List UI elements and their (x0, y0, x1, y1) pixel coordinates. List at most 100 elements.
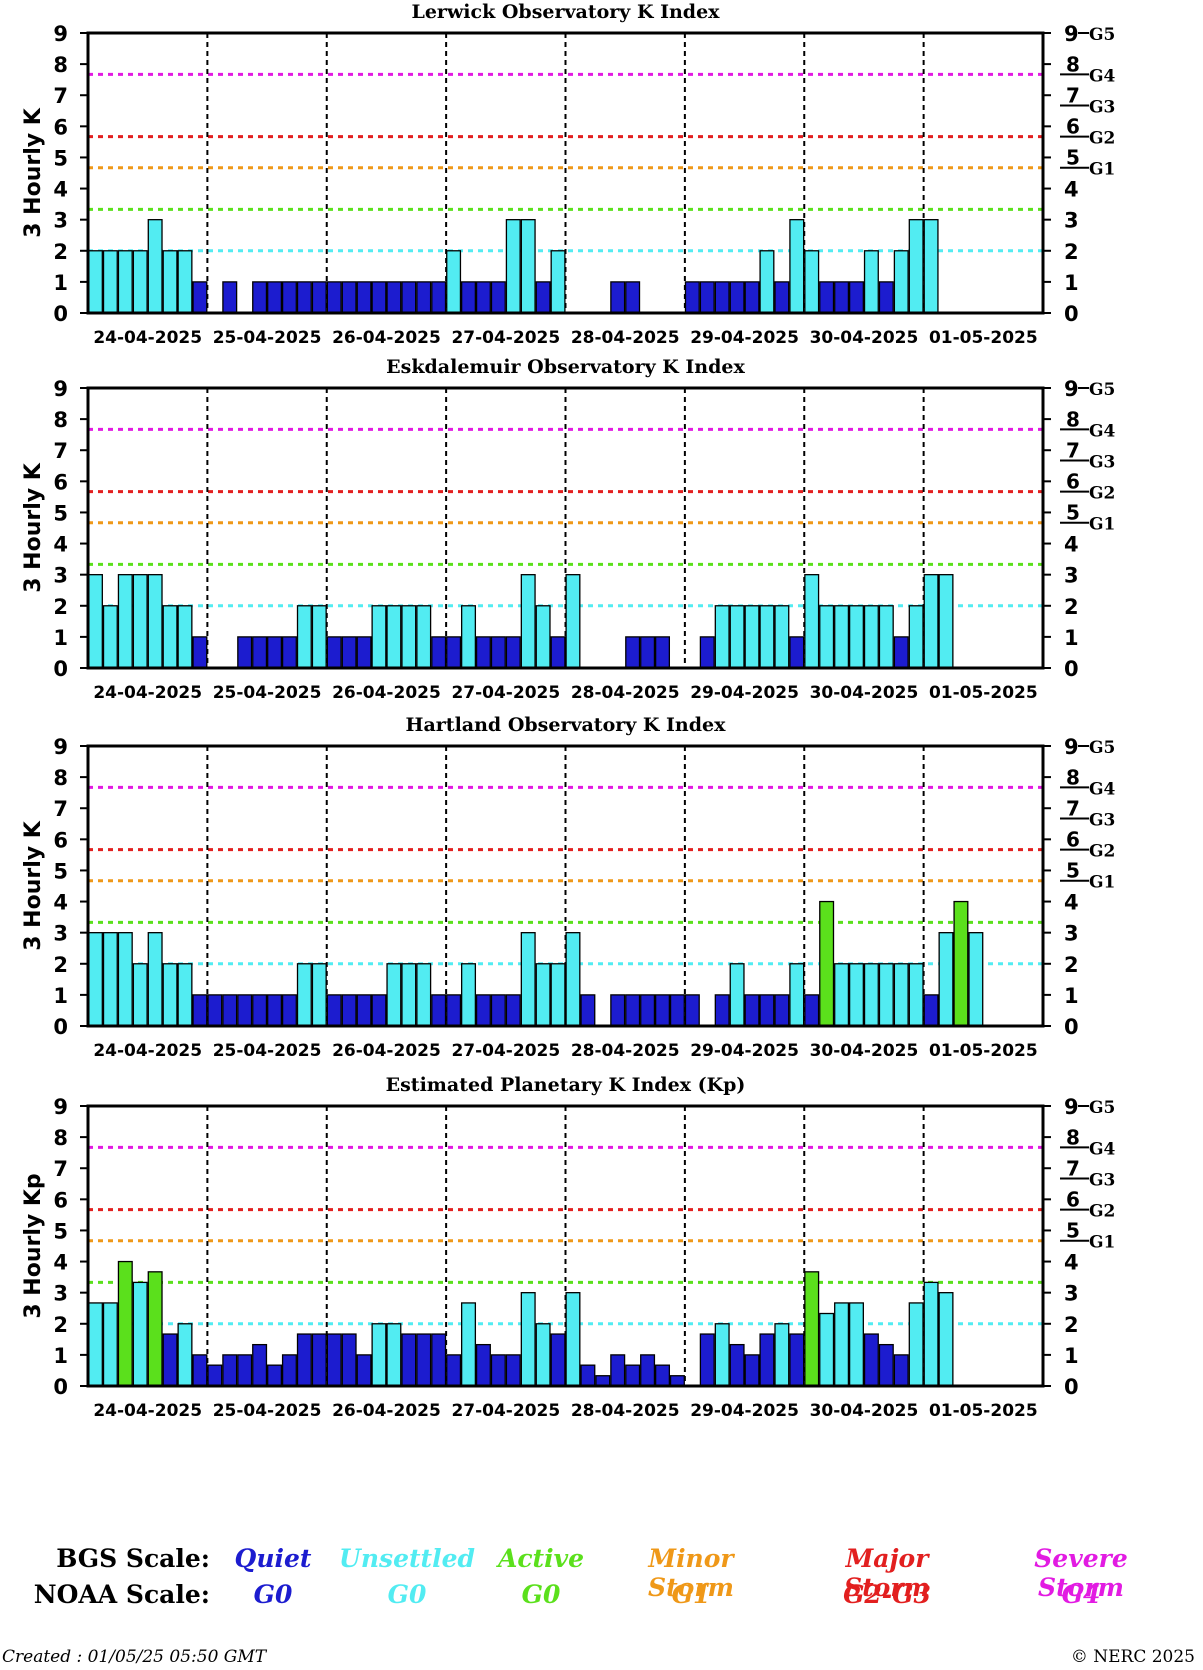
x-tick-label: 28-04-2025 (571, 328, 680, 348)
k-bar (102, 250, 118, 314)
k-bar (177, 1323, 193, 1387)
x-tick-label: 27-04-2025 (451, 1041, 560, 1061)
y-axis-label: 3 Hourly K (21, 820, 46, 951)
k-bar (177, 250, 193, 314)
chart-title: Eskdalemuir Observatory K Index (386, 356, 745, 378)
k-bar (834, 605, 850, 669)
chart-title: Estimated Planetary K Index (Kp) (386, 1074, 746, 1096)
k-bar (237, 636, 253, 669)
k-bar (595, 1375, 611, 1387)
k-bar (759, 1333, 775, 1387)
k-bar (117, 1260, 133, 1387)
y-tick-label: 1 (53, 271, 68, 295)
y-axis-label: 3 Hourly K (21, 107, 46, 238)
right-tick-label: 0 (1064, 1375, 1079, 1399)
x-tick-label: 24-04-2025 (93, 683, 202, 703)
k-bar (326, 636, 342, 669)
k-bar (863, 250, 879, 314)
k-bar (863, 963, 879, 1027)
noaa-k-label: 5 (1066, 501, 1080, 525)
k-bar (505, 636, 521, 669)
k-bar (267, 994, 283, 1027)
k-bar (834, 963, 850, 1027)
y-tick-label: 3 (53, 564, 68, 588)
k-bar (908, 219, 924, 314)
k-bar (699, 281, 715, 314)
k-bar (401, 281, 417, 314)
k-bar (834, 281, 850, 314)
noaa-k-label: 7 (1066, 83, 1080, 107)
right-tick-label: 1 (1064, 1344, 1079, 1368)
k-bar (252, 281, 268, 314)
k-bar (759, 994, 775, 1027)
k-bar (162, 605, 178, 669)
k-bar (744, 1354, 760, 1387)
noaa-g-label: G3 (1089, 452, 1115, 472)
k-bar (267, 281, 283, 314)
k-bar (192, 994, 208, 1027)
k-bar (863, 1333, 879, 1387)
k-bar (207, 994, 223, 1027)
k-bar (789, 219, 805, 314)
k-bar (102, 932, 118, 1027)
x-tick-label: 25-04-2025 (213, 683, 322, 703)
x-tick-label: 27-04-2025 (451, 683, 560, 703)
k-bar (669, 1375, 685, 1387)
noaa-k-label: 5 (1066, 1219, 1080, 1243)
k-bar (714, 605, 730, 669)
x-tick-label: 28-04-2025 (571, 1041, 680, 1061)
k-bar (729, 281, 745, 314)
x-tick-label: 24-04-2025 (93, 328, 202, 348)
k-bar (610, 281, 626, 314)
noaa-scale-row: NOAA Scale: G0 G0 G0 G1 G2-G3 G4 (0, 1580, 1203, 1616)
k-bar (804, 1271, 820, 1387)
k-bar (669, 994, 685, 1027)
noaa-k-label: 6 (1066, 1188, 1080, 1212)
noaa-k-label: 8 (1066, 52, 1080, 76)
k-bar (296, 1333, 312, 1387)
k-bar (102, 605, 118, 669)
k-bar (341, 636, 357, 669)
k-bar (386, 963, 402, 1027)
k-bar (789, 1333, 805, 1387)
k-bar (640, 636, 656, 669)
x-tick-label: 26-04-2025 (332, 1041, 441, 1061)
k-bar (490, 1354, 506, 1387)
y-tick-label: 4 (53, 1251, 68, 1275)
k-bar (87, 932, 103, 1027)
k-bar (505, 1354, 521, 1387)
noaa-k-label: 6 (1066, 828, 1080, 852)
k-bar (87, 574, 103, 669)
k-bar (460, 605, 477, 669)
k-bar (804, 250, 820, 314)
bgs-scale-label: BGS Scale: (56, 1544, 210, 1573)
k-bar (744, 605, 760, 669)
y-tick-label: 2 (53, 595, 68, 619)
right-tick-label: 2 (1064, 240, 1079, 264)
k-bar (267, 636, 283, 669)
k-bar (565, 574, 581, 669)
k-bar (446, 636, 462, 669)
right-tick-label: 3 (1064, 209, 1079, 233)
k-bar (953, 900, 969, 1027)
k-bar (535, 605, 551, 669)
k-bar (147, 932, 163, 1027)
noaa-g-label: G2 (1089, 129, 1115, 149)
k-bar (431, 636, 447, 669)
k-bar (848, 281, 864, 314)
y-tick-label: 8 (53, 1126, 68, 1150)
k-bar (893, 963, 909, 1027)
k-bar (774, 1323, 790, 1387)
x-tick-label: 30-04-2025 (810, 1401, 919, 1421)
legend-minor-storm: Minor Storm (648, 1544, 734, 1602)
k-bar (296, 605, 312, 669)
k-bar (162, 963, 178, 1027)
y-tick-label: 7 (53, 439, 68, 463)
k-bar (878, 963, 894, 1027)
y-tick-label: 3 (53, 1282, 68, 1306)
legend-major-storm: Major Storm (844, 1544, 930, 1602)
k-bar (475, 281, 491, 314)
k-bar (237, 994, 253, 1027)
k-bar (938, 574, 954, 669)
k-bar (252, 636, 268, 669)
